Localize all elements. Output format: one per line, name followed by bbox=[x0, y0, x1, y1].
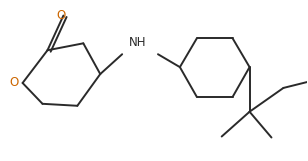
Text: O: O bbox=[57, 9, 66, 22]
Text: O: O bbox=[9, 76, 18, 90]
Text: NH: NH bbox=[129, 36, 147, 49]
